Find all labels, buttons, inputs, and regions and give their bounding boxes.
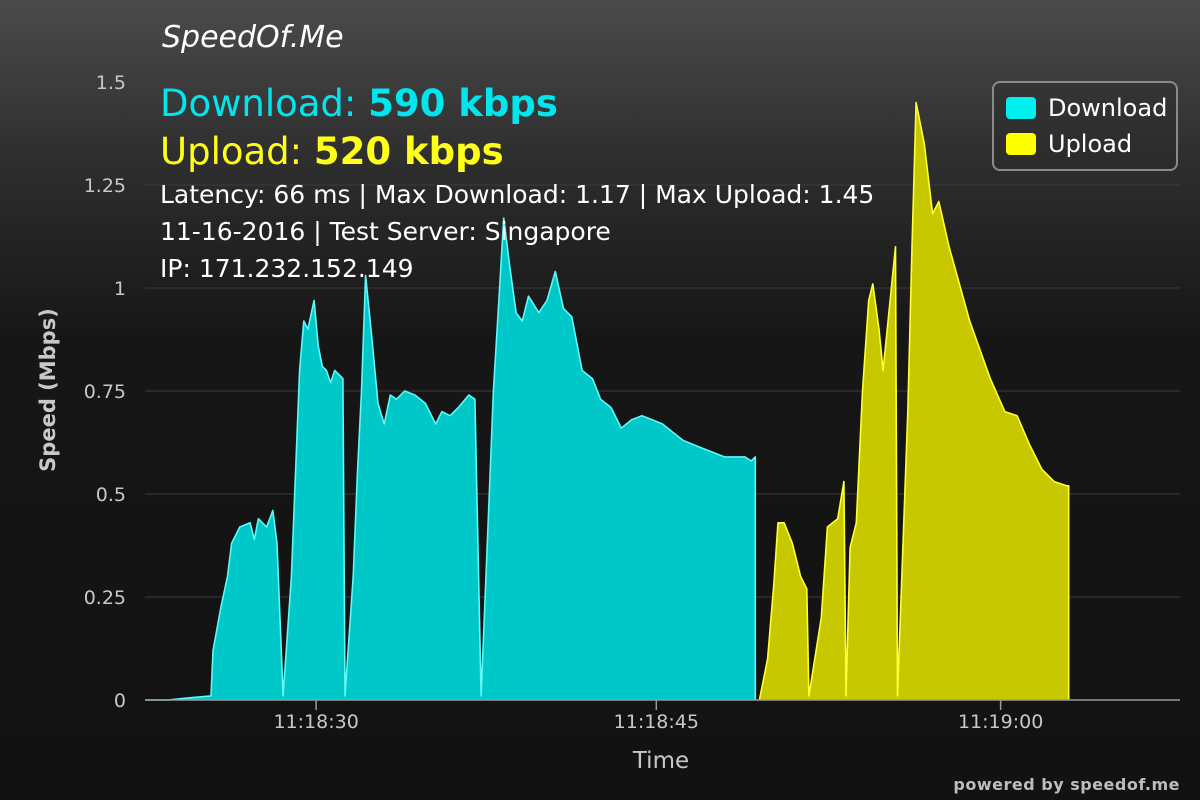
powered-by-credit[interactable]: powered by speedof.me xyxy=(953,775,1180,794)
upload-line xyxy=(758,101,1070,701)
upload-area xyxy=(759,102,1069,701)
date-server-line: 11-16-2016 | Test Server: Singapore xyxy=(160,217,611,246)
x-axis-label: Time xyxy=(632,748,689,774)
x-tick-label: 11:19:00 xyxy=(958,711,1043,733)
download-label: Download: xyxy=(160,82,357,125)
download-result: Download: 590 kbps xyxy=(160,80,874,128)
upload-label: Upload: xyxy=(160,130,303,173)
results-summary: Download: 590 kbps Upload: 520 kbps Late… xyxy=(160,80,874,287)
y-tick-label: 0 xyxy=(114,690,126,712)
chart-legend: Download Upload xyxy=(992,81,1178,171)
y-tick-label: 1.5 xyxy=(96,72,126,94)
x-tick-label: 11:18:30 xyxy=(273,711,358,733)
upload-value: 520 kbps xyxy=(313,130,504,173)
y-tick-label: 0.25 xyxy=(84,587,126,609)
download-value: 590 kbps xyxy=(368,82,558,125)
latency-line: Latency: 66 ms | Max Download: 1.17 | Ma… xyxy=(160,180,875,209)
legend-item-upload[interactable]: Upload xyxy=(1006,130,1132,158)
y-tick-label: 0.75 xyxy=(84,381,126,403)
series-layer xyxy=(145,101,1070,701)
upload-result: Upload: 520 kbps xyxy=(160,128,874,176)
download-swatch xyxy=(1006,97,1036,119)
y-tick-label: 1 xyxy=(114,278,126,300)
upload-swatch xyxy=(1006,133,1036,155)
legend-label-upload: Upload xyxy=(1048,130,1133,158)
ip-line: IP: 171.232.152.149 xyxy=(160,254,414,283)
download-area xyxy=(145,218,756,700)
legend-label-download: Download xyxy=(1048,94,1168,122)
x-tick-label: 11:18:45 xyxy=(614,711,699,733)
download-line xyxy=(145,217,757,701)
y-tick-label: 1.25 xyxy=(84,175,126,197)
legend-item-download[interactable]: Download xyxy=(1006,94,1167,122)
y-axis-label: Speed (Mbps) xyxy=(36,308,60,472)
tick-labels: 0 0.25 0.5 0.75 1 1.25 1.5 11:18:30 11:18:45 11:1… xyxy=(84,72,1044,733)
y-tick-label: 0.5 xyxy=(96,484,126,506)
brand-logo-text: SpeedOf.Me xyxy=(162,20,344,55)
